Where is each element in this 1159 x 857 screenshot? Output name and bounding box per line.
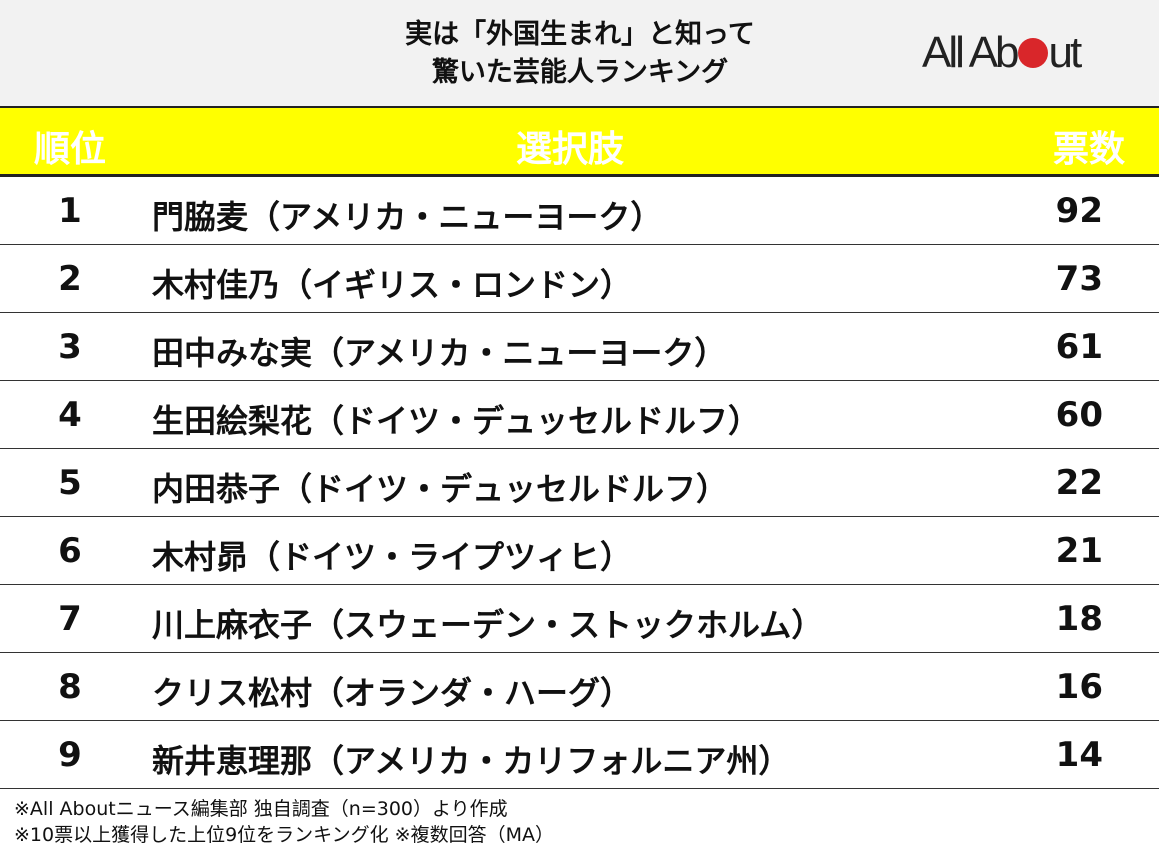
rank-cell: 5 [58, 463, 82, 503]
votes-cell: 18 [1055, 599, 1103, 639]
rank-cell: 4 [58, 395, 82, 435]
table-row: 5 内田恭子（ドイツ・デュッセルドルフ） 22 [0, 449, 1159, 517]
votes-cell: 92 [1055, 191, 1103, 231]
name-cell: 内田恭子（ドイツ・デュッセルドルフ） [152, 470, 729, 508]
title-line-1: 実は「外国生まれ」と知って [405, 19, 755, 50]
table-row: 6 木村昴（ドイツ・ライプツィヒ） 21 [0, 517, 1159, 585]
table-header: 順位 選択肢 票数 [0, 108, 1159, 177]
column-header-votes: 票数 [1052, 129, 1125, 170]
rank-cell: 9 [58, 735, 82, 775]
name-cell: 田中みな実（アメリカ・ニューヨーク） [152, 334, 727, 372]
votes-cell: 73 [1055, 259, 1103, 299]
votes-cell: 60 [1055, 395, 1103, 435]
table-row: 3 田中みな実（アメリカ・ニューヨーク） 61 [0, 313, 1159, 381]
page-title: 実は「外国生まれ」と知って 驚いた芸能人ランキング [300, 16, 860, 92]
footer-note-method: ※10票以上獲得した上位9位をランキング化 ※複数回答（MA） [14, 824, 554, 846]
table-row: 7 川上麻衣子（スウェーデン・ストックホルム） 18 [0, 585, 1159, 653]
votes-cell: 21 [1055, 531, 1103, 571]
table-row: 2 木村佳乃（イギリス・ロンドン） 73 [0, 245, 1159, 313]
name-cell: 川上麻衣子（スウェーデン・ストックホルム） [152, 606, 824, 644]
footer-note-source: ※All Aboutニュース編集部 独自調査（n=300）より作成 [14, 798, 508, 820]
table-row: 1 門脇麦（アメリカ・ニューヨーク） 92 [0, 177, 1159, 245]
name-cell: 木村佳乃（イギリス・ロンドン） [152, 266, 633, 304]
votes-cell: 16 [1055, 667, 1103, 707]
title-line-2: 驚いた芸能人ランキング [431, 57, 729, 88]
table-row: 8 クリス松村（オランダ・ハーグ） 16 [0, 653, 1159, 721]
votes-cell: 22 [1055, 463, 1103, 503]
votes-cell: 61 [1055, 327, 1103, 367]
logo-text-left: All Ab [922, 28, 1020, 77]
name-cell: 門脇麦（アメリカ・ニューヨーク） [152, 198, 663, 236]
rank-cell: 8 [58, 667, 82, 707]
votes-cell: 14 [1055, 735, 1103, 775]
name-cell: 生田絵梨花（ドイツ・デュッセルドルフ） [152, 402, 761, 440]
rank-cell: 2 [58, 259, 82, 299]
name-cell: 新井恵理那（アメリカ・カリフォルニア州） [152, 742, 791, 780]
column-header-rank: 順位 [34, 129, 107, 170]
name-cell: 木村昴（ドイツ・ライプツィヒ） [152, 538, 633, 576]
logo-dot-icon [1017, 38, 1048, 68]
name-cell: クリス松村（オランダ・ハーグ） [152, 674, 633, 712]
footer-notes: ※All Aboutニュース編集部 独自調査（n=300）より作成 ※10票以上… [14, 796, 554, 848]
allabout-logo: All Ab ut [922, 28, 1083, 78]
rank-cell: 1 [58, 191, 82, 231]
rank-cell: 6 [58, 531, 82, 571]
rank-cell: 3 [58, 327, 82, 367]
rank-cell: 7 [58, 599, 82, 639]
logo-text-right: ut [1048, 28, 1083, 77]
table-row: 9 新井恵理那（アメリカ・カリフォルニア州） 14 [0, 721, 1159, 789]
table-body: 1 門脇麦（アメリカ・ニューヨーク） 92 2 木村佳乃（イギリス・ロンドン） 73 3 田中… [0, 177, 1159, 789]
table-row: 4 生田絵梨花（ドイツ・デュッセルドルフ） 60 [0, 381, 1159, 449]
column-header-choice: 選択肢 [516, 129, 625, 170]
header: 実は「外国生まれ」と知って 驚いた芸能人ランキング All Ab ut [0, 0, 1159, 108]
